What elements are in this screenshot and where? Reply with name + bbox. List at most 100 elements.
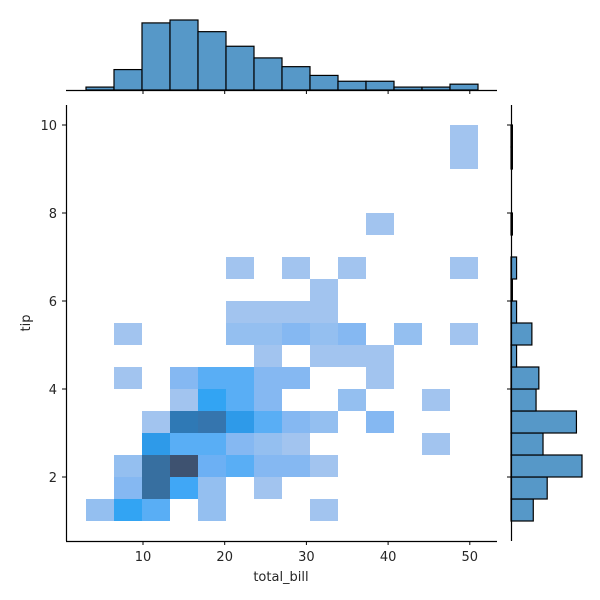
heatmap-cell (282, 301, 310, 323)
heatmap-cell (282, 455, 310, 477)
top-hist-bar (85, 86, 115, 91)
right-hist-ticks (507, 124, 511, 478)
heatmap-cell (254, 389, 282, 411)
heatmap-cell (282, 411, 310, 433)
heatmap-cell (170, 477, 198, 499)
heatmap-cell (254, 345, 282, 367)
heatmap-cell (338, 323, 366, 345)
heatmap-cell (310, 499, 338, 521)
heatmap-cell (282, 323, 310, 345)
heatmap-cell (198, 499, 226, 521)
right-hist-bar (510, 410, 578, 434)
heatmap-cell (226, 433, 254, 455)
heatmap-cell (310, 301, 338, 323)
right-hist-bar (510, 366, 540, 390)
heatmap-cell (114, 323, 142, 345)
x-tick-label: 50 (462, 550, 479, 565)
heatmap-cell (226, 411, 254, 433)
top-hist-bar (393, 86, 423, 91)
heatmap-cell (114, 477, 142, 499)
top-hist-bar (337, 80, 367, 91)
heatmap-cell (198, 367, 226, 389)
heatmap-cell (254, 433, 282, 455)
heatmap-cell (282, 367, 310, 389)
heatmap-cell (226, 455, 254, 477)
heatmap-cell (142, 433, 170, 455)
heatmap-cell (170, 455, 198, 477)
heatmap-cell (170, 367, 198, 389)
heatmap-cell (282, 433, 310, 455)
heatmap-cell (254, 301, 282, 323)
y-tick-label: 4 (49, 383, 57, 398)
right-hist-bar (510, 322, 533, 346)
heatmap-cell (198, 389, 226, 411)
right-hist-bar (510, 498, 534, 522)
y-tick-label: 8 (49, 207, 57, 222)
heatmap-cell (450, 147, 478, 169)
heatmap-cell (282, 257, 310, 279)
heatmap-cell (170, 433, 198, 455)
heatmap-cell (310, 455, 338, 477)
top-hist-bar (253, 57, 283, 91)
y-axis-label: tip (19, 315, 34, 332)
heatmap-cell (198, 455, 226, 477)
heatmap-cell (394, 323, 422, 345)
heatmap-cell (226, 389, 254, 411)
heatmap-cell (114, 455, 142, 477)
heatmap-cell (142, 499, 170, 521)
marginal-y-histogram (510, 124, 583, 522)
top-hist-bar (113, 68, 143, 91)
top-hist-bar (169, 19, 199, 91)
heatmap-cell (338, 345, 366, 367)
y-tick-label: 6 (49, 295, 57, 310)
heatmap-cell (366, 213, 394, 235)
top-hist-bar (365, 80, 395, 91)
heatmap-cell (450, 323, 478, 345)
heatmap-cell (254, 323, 282, 345)
heatmap-cell (338, 257, 366, 279)
heatmap-cell (114, 367, 142, 389)
heatmap-cell (198, 477, 226, 499)
top-hist-bar (309, 74, 339, 91)
heatmap-cell (198, 433, 226, 455)
heatmap-cell (254, 477, 282, 499)
right-hist-bar (510, 454, 583, 478)
heatmap-cell (226, 301, 254, 323)
marginal-x-histogram (85, 19, 479, 91)
heatmap-cell (366, 367, 394, 389)
x-tick-label: 30 (298, 550, 315, 565)
heatmap-cell (226, 367, 254, 389)
heatmap-cell (310, 345, 338, 367)
heatmap-cell (254, 455, 282, 477)
heatmap-cell (422, 389, 450, 411)
top-hist-ticks (142, 90, 471, 94)
heatmap-cell (114, 499, 142, 521)
right-hist-bar (510, 388, 537, 412)
heatmap-cell (450, 125, 478, 147)
heatmap-cell (366, 345, 394, 367)
heatmap-cell (142, 477, 170, 499)
x-axis-label: total_bill (253, 570, 308, 585)
heatmap-cell (142, 455, 170, 477)
top-hist-bar (449, 83, 479, 91)
y-axis-ticks: 2 4 6 8 10 (40, 119, 66, 486)
heatmap-cell (310, 411, 338, 433)
heatmap-cell (450, 257, 478, 279)
heatmap-cell (310, 323, 338, 345)
heatmap-cell (86, 499, 114, 521)
heatmap-cell (226, 257, 254, 279)
heatmap-cell (254, 367, 282, 389)
heatmap-cell (170, 389, 198, 411)
heatmap-cell (170, 411, 198, 433)
y-tick-label: 2 (49, 471, 57, 486)
right-hist-bar (510, 432, 544, 456)
heatmap-cell (422, 433, 450, 455)
x-tick-label: 20 (216, 550, 233, 565)
heatmap-cell (310, 279, 338, 301)
y-tick-label: 10 (40, 119, 57, 134)
top-hist-bar (281, 66, 311, 91)
top-hist-bar (197, 31, 227, 91)
top-hist-bar (421, 86, 451, 91)
heatmap-cell (254, 411, 282, 433)
